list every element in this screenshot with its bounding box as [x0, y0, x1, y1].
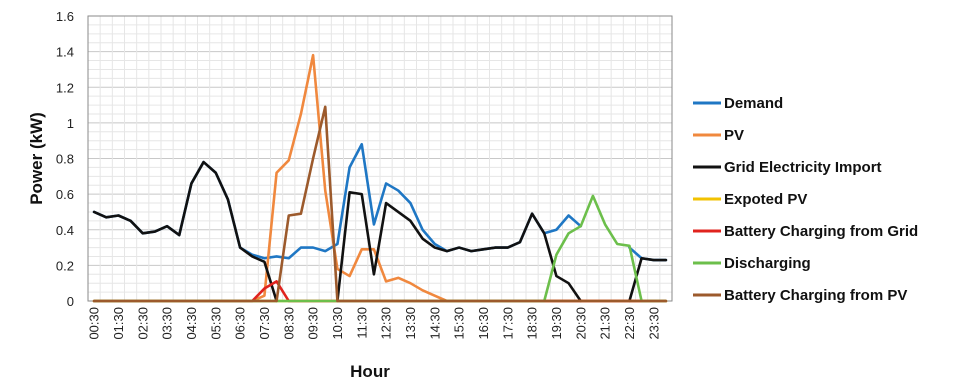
y-tick-label: 0.6: [56, 187, 74, 202]
series-line-grid-electricity-import: [92, 160, 668, 303]
x-tick-label: 09:30: [306, 307, 321, 340]
x-tick-label: 07:30: [257, 307, 272, 340]
y-tick-label: 1.2: [56, 80, 74, 95]
y-tick-label: 0.8: [56, 152, 74, 167]
series-line-battery-charging-from-pv: [92, 105, 668, 303]
legend-label-battery-charging-from-grid: Battery Charging from Grid: [724, 223, 918, 240]
x-tick-label: 13:30: [403, 307, 418, 340]
x-tick-label: 20:30: [573, 307, 588, 340]
legend-label-grid-electricity-import: Grid Electricity Import: [724, 159, 882, 176]
y-tick-label: 0: [67, 294, 74, 309]
y-tick-label: 1.4: [56, 45, 74, 60]
y-tick-label: 1: [67, 116, 74, 131]
x-tick-label: 02:30: [135, 307, 150, 340]
y-tick-label: 0.4: [56, 223, 74, 238]
series-lines: [92, 53, 668, 303]
x-tick-label: 19:30: [549, 307, 564, 340]
y-axis-title: Power (kW): [27, 112, 46, 205]
x-tick-label: 08:30: [281, 307, 296, 340]
x-tick-label: 10:30: [330, 307, 345, 340]
gridlines: [87, 15, 673, 302]
x-tick-label: 05:30: [208, 307, 223, 340]
legend-label-demand: Demand: [724, 95, 783, 112]
x-tick-label: 03:30: [160, 307, 175, 340]
x-tick-label: 22:30: [622, 307, 637, 340]
y-axis-ticks: 0 0.2 0.4 0.6 0.8 1 1.2 1.4 1.6: [56, 9, 74, 309]
x-tick-label: 04:30: [184, 307, 199, 340]
x-tick-label: 11:30: [354, 307, 369, 339]
legend-label-expoted-pv: Expoted PV: [724, 191, 807, 208]
y-tick-label: 0.2: [56, 258, 74, 273]
legend-label-pv: PV: [724, 127, 744, 144]
legend-label-battery-charging-from-pv: Battery Charging from PV: [724, 287, 907, 304]
x-tick-label: 14:30: [427, 307, 442, 340]
x-tick-label: 16:30: [476, 307, 491, 340]
legend: Demand PV Grid Electricity Import Expoted P…: [693, 95, 918, 304]
x-tick-label: 23:30: [646, 307, 661, 340]
x-tick-label: 21:30: [598, 307, 613, 340]
x-tick-label: 18:30: [525, 307, 540, 340]
y-tick-label: 1.6: [56, 9, 74, 24]
x-axis-ticks: 00:30 01:30 02:30 03:30 04:30 05:30 06:30 07:30…: [87, 307, 662, 340]
x-tick-label: 15:30: [452, 307, 467, 340]
x-axis-title: Hour: [350, 362, 390, 380]
x-tick-label: 00:30: [87, 307, 102, 340]
x-tick-label: 12:30: [379, 307, 394, 340]
x-tick-label: 17:30: [500, 307, 515, 340]
x-tick-label: 01:30: [111, 307, 126, 340]
legend-label-discharging: Discharging: [724, 255, 811, 272]
x-tick-label: 06:30: [233, 307, 248, 340]
